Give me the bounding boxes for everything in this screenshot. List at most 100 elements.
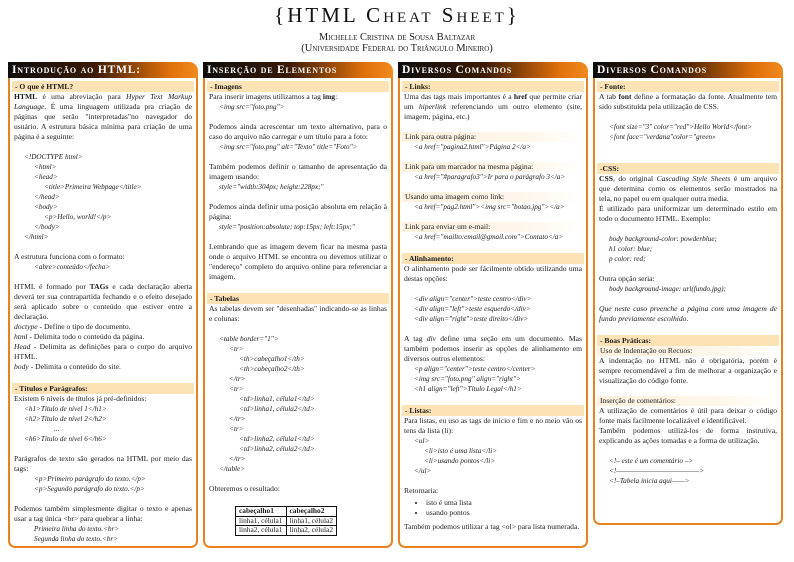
code-line: Primeira linha do texto.<br> <box>34 525 120 533</box>
code-line: style="position:absolute; top:15px; left… <box>219 223 355 231</box>
list-item: usando pontos <box>426 508 582 518</box>
text-run: As tabelas devem ser "desenhadas" indica… <box>209 304 387 323</box>
section-body: - Fonte: A tab font define a formatação d… <box>593 78 783 525</box>
code-line: <table border="1"> <box>219 335 279 343</box>
subsection-heading: - Tabelas <box>207 293 389 304</box>
spacer <box>209 112 387 122</box>
table-header-cell: cabeçalho2 <box>285 506 338 517</box>
section-body: - Imagens Para inserir imagens utilizamos… <box>203 78 393 548</box>
code-line: <div align="right">teste direito</div> <box>414 315 529 323</box>
text-run: A estrutura funciona com o formato: <box>14 252 125 261</box>
code-example: <img src="foto.png" alt="Texto" title="F… <box>209 142 387 152</box>
author-institution: (Universidade Federal do Triângulo Minei… <box>301 43 493 54</box>
code-line: <td>linha1, célula2</td> <box>239 405 315 413</box>
italic-term: Hyper Text Markup Language <box>14 92 192 111</box>
text-run: Para listas, eu uso as tags de início e … <box>404 416 582 435</box>
code-example: <!DOCTYPE html> <html> <head> <title>Primei… <box>14 152 192 242</box>
subsection-heading: - Fonte: <box>597 81 779 92</box>
author-name: Michelle Cristina de Sousa Baltazar <box>318 32 476 43</box>
bold-term: font <box>618 92 632 101</box>
code-example: style="position:absolute; top:15px; left… <box>209 222 387 232</box>
spacer <box>404 476 582 486</box>
spacer <box>209 324 387 334</box>
paragraph: Outra opção seria: <box>599 274 777 284</box>
paragraph: HTML é uma abreviação para Hyper Text Ma… <box>14 92 192 142</box>
code-line: <body> <box>34 203 58 211</box>
code-line: p color: red; <box>609 255 646 263</box>
code-example: <div align="center">teste centro</div> <d… <box>404 294 582 324</box>
code-line: <!DOCTYPE html> <box>24 153 83 161</box>
code-line: <a href="mailto:email@gmail.com">Contato… <box>414 233 564 241</box>
code-line: Segunda linha do texto.<br> <box>34 535 118 543</box>
spacer <box>599 446 777 456</box>
section-body: - Links: Uma das tags mais importantes é … <box>398 78 588 548</box>
paragraph: CSS, do original Cascading Style Sheets … <box>599 174 777 204</box>
code-example: <ul> <li>isto é uma lista</li> <li>usando … <box>404 436 582 476</box>
spacer <box>404 324 582 334</box>
paragraph: HTML é formado por TAGs e cada declaraçã… <box>14 282 192 322</box>
code-line: <!—————————————> <box>609 467 705 475</box>
text-run: A utilização de comentários é útil para … <box>599 406 777 425</box>
bold-term: href <box>513 92 528 101</box>
paragraph: Existem 6 níveis de títulos já pré-defin… <box>14 394 192 404</box>
code-line: <font size="3" color="red">Hello World</… <box>609 123 753 131</box>
code-line: <img src="foto.png"> <box>219 103 285 111</box>
code-line: </head> <box>34 193 60 201</box>
spacer <box>14 242 192 252</box>
paragraph: A tag div define uma seção em um documen… <box>404 334 582 364</box>
text-run: Também podemos utilizá-los de forma inst… <box>599 426 777 445</box>
code-example: <p>Primeiro parágrafo do texto.</p> <p>Se… <box>14 474 192 494</box>
code-line: <a href="pagina2.html">Página 2</a> <box>414 143 531 151</box>
spacer <box>599 142 777 152</box>
code-line: <title>Primeira Webpage</title> <box>44 183 142 191</box>
text-run: Para inserir imagens utilizamos a tag <box>209 92 323 101</box>
subsection-heading: - Alinhamento: <box>402 253 584 264</box>
code-line: <h6>Título de nível 6</h6> <box>24 435 107 443</box>
code-line: <abre>conteúdo</fecha> <box>34 263 111 271</box>
example-label: Link para outra página: <box>402 132 584 142</box>
spacer <box>599 386 777 396</box>
spacer <box>404 212 582 222</box>
text-run: A tab <box>599 92 619 101</box>
code-line: <img src="foto.png" align="right"> <box>414 375 521 383</box>
code-line: </tr> <box>229 415 246 423</box>
paragraph: Lembrando que as imagem devem ficar na m… <box>209 242 387 282</box>
text-run: Lembrando que as imagem devem ficar na m… <box>209 242 387 281</box>
spacer <box>599 112 777 122</box>
code-example: <table border="1"> <tr> <th>cabeçalho1</th… <box>209 334 387 474</box>
spacer <box>209 474 387 484</box>
paragraph: Também podemos utilizar a tag <ol> para … <box>404 522 582 532</box>
code-line: h1 color: blue; <box>609 245 653 253</box>
paragraph: Também podemos utilizá-los de forma inst… <box>599 426 777 446</box>
code-example: <a href="pag2.html"><img src="botao.jpg"… <box>404 202 582 212</box>
code-example: <abre>conteúdo</fecha> <box>14 262 192 272</box>
text-run: Uma das tags mais importantes é a <box>404 92 514 101</box>
subsection-heading: - Imagens <box>207 81 389 92</box>
paragraph: É utilizado para uniformizar um determin… <box>599 204 777 224</box>
paragraph: O alinhamento pode ser fácilmente obtido… <box>404 264 582 284</box>
spacer <box>14 142 192 152</box>
code-line: <td>linha2, célula2</td> <box>239 445 315 453</box>
spacer <box>14 272 192 282</box>
paragraph: html - Delimita todo o conteúdo da págin… <box>14 332 192 342</box>
subsection-heading: - O que é HTML? <box>12 81 194 92</box>
italic-term: html <box>14 332 28 341</box>
italic-term: Head <box>14 342 31 351</box>
spacer <box>209 232 387 242</box>
code-line: <div align="center">teste centro</div> <box>414 295 532 303</box>
code-example: body background-image: url(fundo.jpg); <box>599 284 777 294</box>
spacer <box>599 324 777 334</box>
text-run: define uma seção em um documento. Mas ta… <box>404 334 582 363</box>
subsection-heading: - Links: <box>402 81 584 92</box>
spacer <box>404 284 582 294</box>
code-line: <p>Segundo parágrafo do texto.</p> <box>34 485 145 493</box>
table-cell: linha2, célula2 <box>285 525 338 536</box>
code-line: <head> <box>34 173 58 181</box>
spacer <box>14 444 192 454</box>
code-line: ... <box>54 425 60 433</box>
text-run: O alinhamento pode ser fácilmente obtido… <box>404 264 582 283</box>
column-introducao: Introdução ao HTML: - O que é HTML? HTML … <box>8 62 198 548</box>
text-run: referenciando um outro elemento (site, i… <box>404 102 583 121</box>
bold-term: HTML <box>14 92 38 101</box>
paragraph: Também podemos definir o tamanho de apre… <box>209 162 387 182</box>
